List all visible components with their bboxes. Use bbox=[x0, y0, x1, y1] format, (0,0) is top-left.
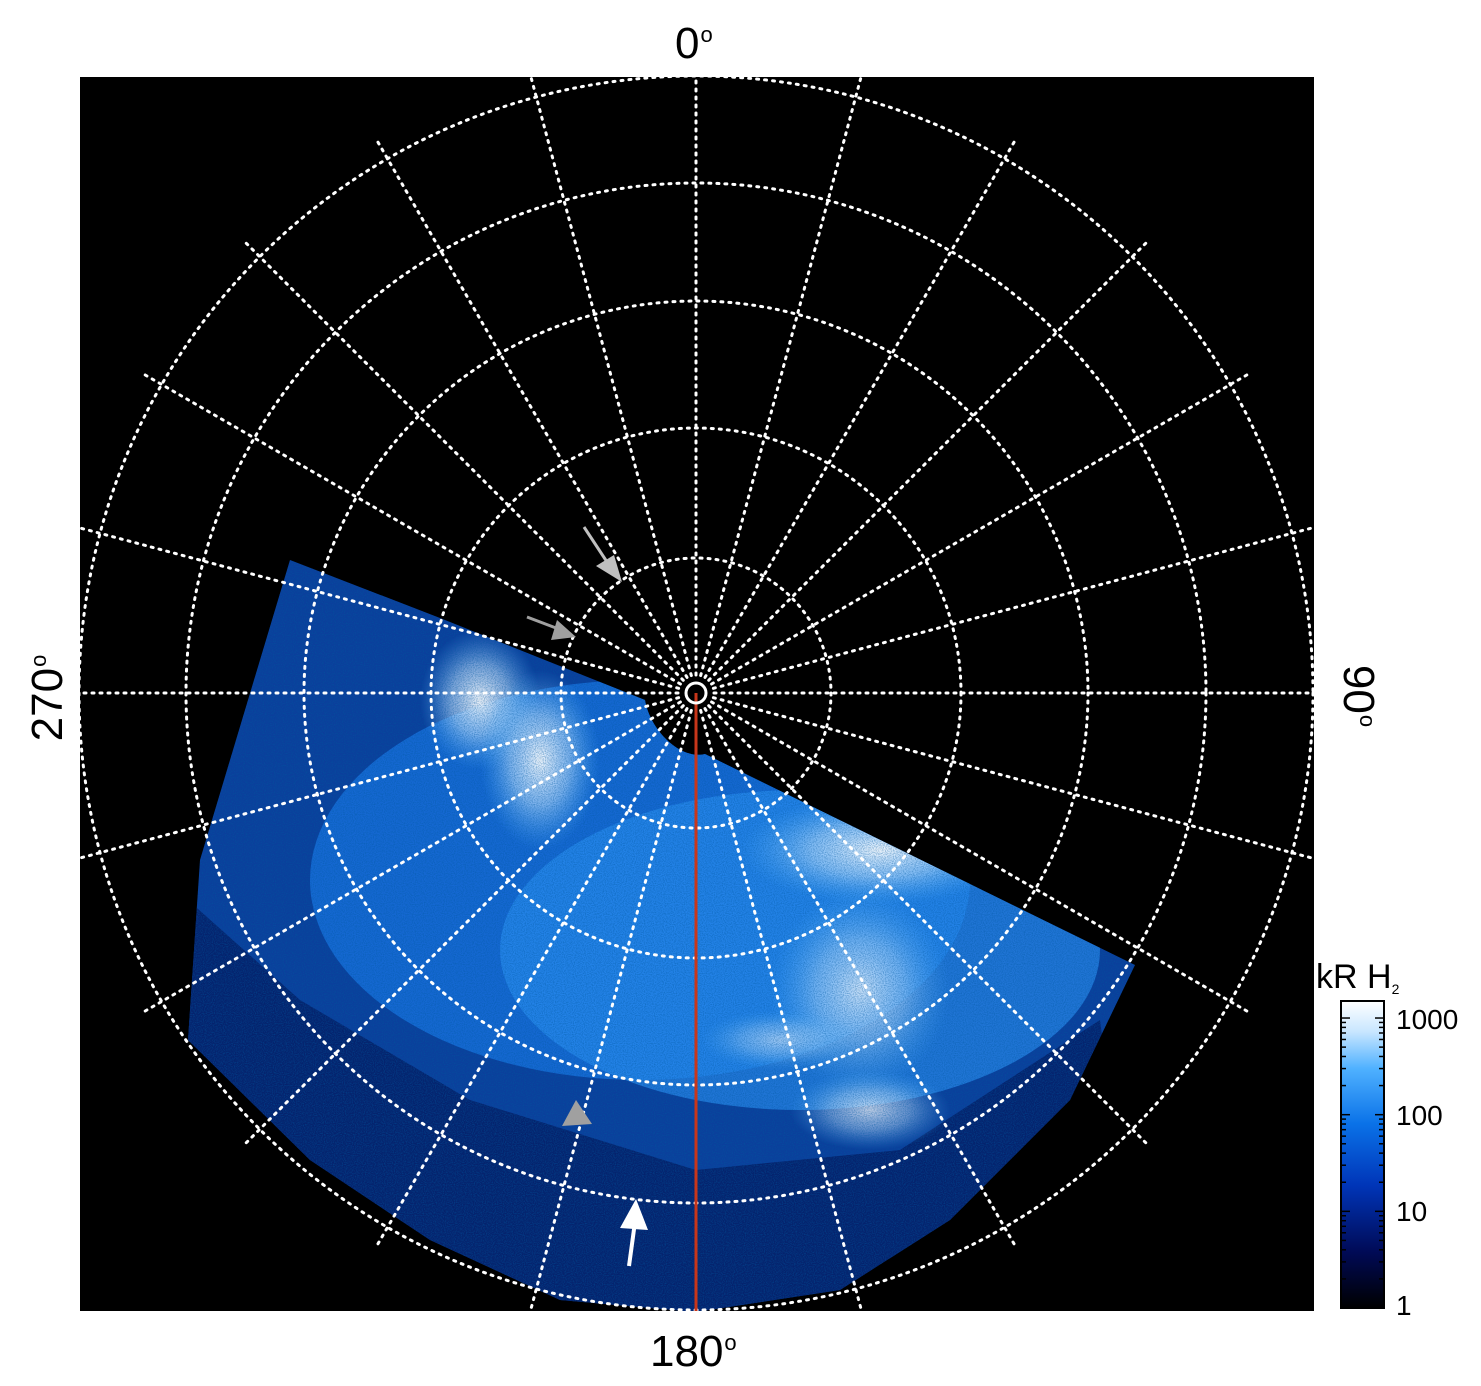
colorbar-tick-label: 1 bbox=[1396, 1290, 1412, 1321]
gray-arrow-upper bbox=[582, 526, 622, 582]
grid-meridian bbox=[241, 704, 685, 1148]
grid-meridian bbox=[528, 708, 693, 1311]
grid-meridian bbox=[699, 708, 864, 1311]
grid-meridian bbox=[140, 700, 682, 1015]
colorbar-tick-label: 10 bbox=[1396, 1196, 1428, 1227]
gray-arrow-middle bbox=[526, 615, 576, 640]
angle-label-270: 270o bbox=[23, 654, 72, 742]
grid-meridian bbox=[241, 238, 685, 682]
grid-meridian bbox=[710, 371, 1252, 686]
grid-meridian bbox=[707, 238, 1151, 682]
grid-ring bbox=[559, 556, 833, 830]
white-arrow bbox=[620, 1199, 648, 1267]
colorbar-ticks bbox=[1341, 1017, 1384, 1309]
grid-meridian bbox=[374, 137, 689, 679]
grid-meridian bbox=[711, 525, 1314, 690]
gray-arrowhead-lower bbox=[562, 1100, 592, 1126]
grid-meridian bbox=[710, 700, 1252, 1015]
angle-label-0: 0o bbox=[675, 19, 713, 68]
pole-marker bbox=[684, 681, 708, 705]
grid-meridian bbox=[711, 696, 1314, 861]
angle-label-180: 180o bbox=[650, 1327, 737, 1376]
grid-meridian bbox=[529, 77, 693, 678]
grid-meridian bbox=[707, 704, 1151, 1148]
colorbar-tick-label: 100 bbox=[1396, 1100, 1443, 1131]
grid-meridian bbox=[80, 526, 681, 690]
grid-meridian bbox=[374, 707, 689, 1249]
grid-meridian bbox=[699, 77, 863, 678]
grid-meridian bbox=[80, 696, 681, 860]
colorbar-title: kR H2 bbox=[1316, 958, 1400, 997]
grid-meridian bbox=[703, 707, 1018, 1249]
grid-meridian bbox=[140, 371, 682, 686]
angle-label-90: 90o bbox=[1334, 664, 1383, 728]
colorbar-tick-label: 1000 bbox=[1396, 1004, 1459, 1035]
grid-meridian bbox=[703, 137, 1018, 679]
colorbar bbox=[1340, 1000, 1385, 1309]
